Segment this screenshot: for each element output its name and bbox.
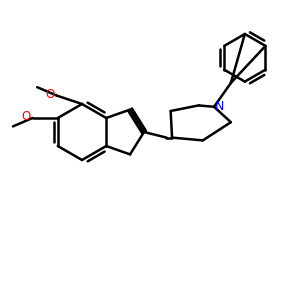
Text: N: N (215, 100, 224, 113)
Text: O: O (46, 88, 55, 101)
Text: O: O (21, 110, 31, 124)
